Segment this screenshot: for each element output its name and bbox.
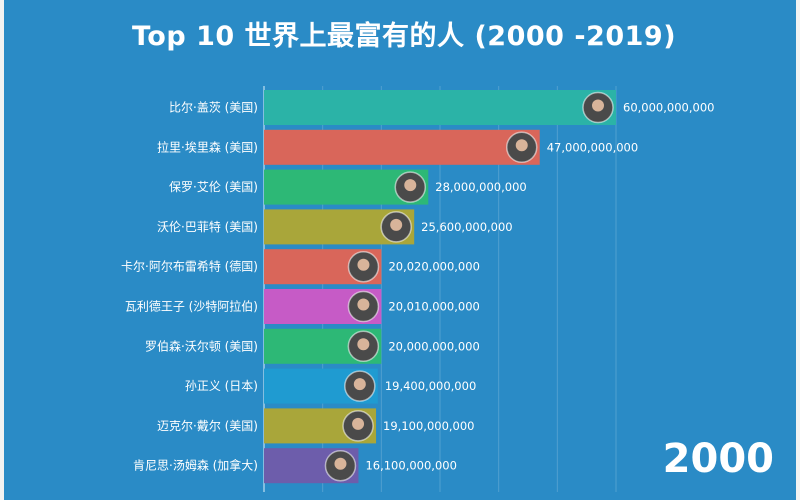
- bar: [264, 90, 616, 125]
- value-label: 25,600,000,000: [421, 220, 512, 234]
- category-label: 拉里·埃里森 (美国): [157, 139, 258, 154]
- avatar-face-icon: [515, 139, 528, 152]
- category-label: 孙正义 (日本): [185, 379, 258, 393]
- avatar-face-icon: [592, 99, 604, 112]
- avatar-face-icon: [357, 338, 370, 351]
- category-label: 比尔·盖茨 (美国): [169, 100, 258, 115]
- value-label: 19,400,000,000: [385, 379, 476, 393]
- value-label: 47,000,000,000: [547, 140, 638, 154]
- value-label: 28,000,000,000: [435, 180, 526, 194]
- category-label: 沃伦·巴菲特 (美国): [157, 219, 258, 234]
- category-label: 罗伯森·沃尔顿 (美国): [145, 338, 258, 353]
- avatar-face-icon: [357, 298, 370, 311]
- avatar-face-icon: [390, 218, 403, 231]
- avatar-face-icon: [353, 378, 366, 391]
- period-label: 2000: [662, 436, 774, 482]
- value-label: 60,000,000,000: [623, 101, 714, 115]
- value-label: 20,000,000,000: [388, 339, 479, 353]
- category-label: 瓦利德王子 (沙特阿拉伯): [125, 299, 258, 314]
- avatar-face-icon: [404, 179, 417, 192]
- chart-title: Top 10 世界上最富有的人 (2000 -2019): [131, 21, 677, 52]
- category-label: 肯尼思·汤姆森 (加拿大): [133, 458, 258, 473]
- bar: [264, 129, 540, 165]
- bar-chart: 比尔·盖茨 (美国) 60,000,000,000 拉里·埃里森 (美国) 47,00…: [121, 86, 714, 492]
- value-label: 19,100,000,000: [383, 419, 474, 433]
- avatar-face-icon: [334, 457, 347, 470]
- avatar-face-icon: [357, 258, 370, 271]
- category-label: 保罗·艾伦 (美国): [169, 179, 258, 194]
- value-label: 20,020,000,000: [388, 260, 479, 274]
- category-label: 迈克尔·戴尔 (美国): [157, 418, 258, 433]
- value-label: 16,100,000,000: [365, 459, 456, 473]
- category-label: 卡尔·阿尔布雷希特 (德国): [121, 259, 258, 274]
- avatar-face-icon: [352, 417, 365, 430]
- value-label: 20,010,000,000: [388, 300, 479, 314]
